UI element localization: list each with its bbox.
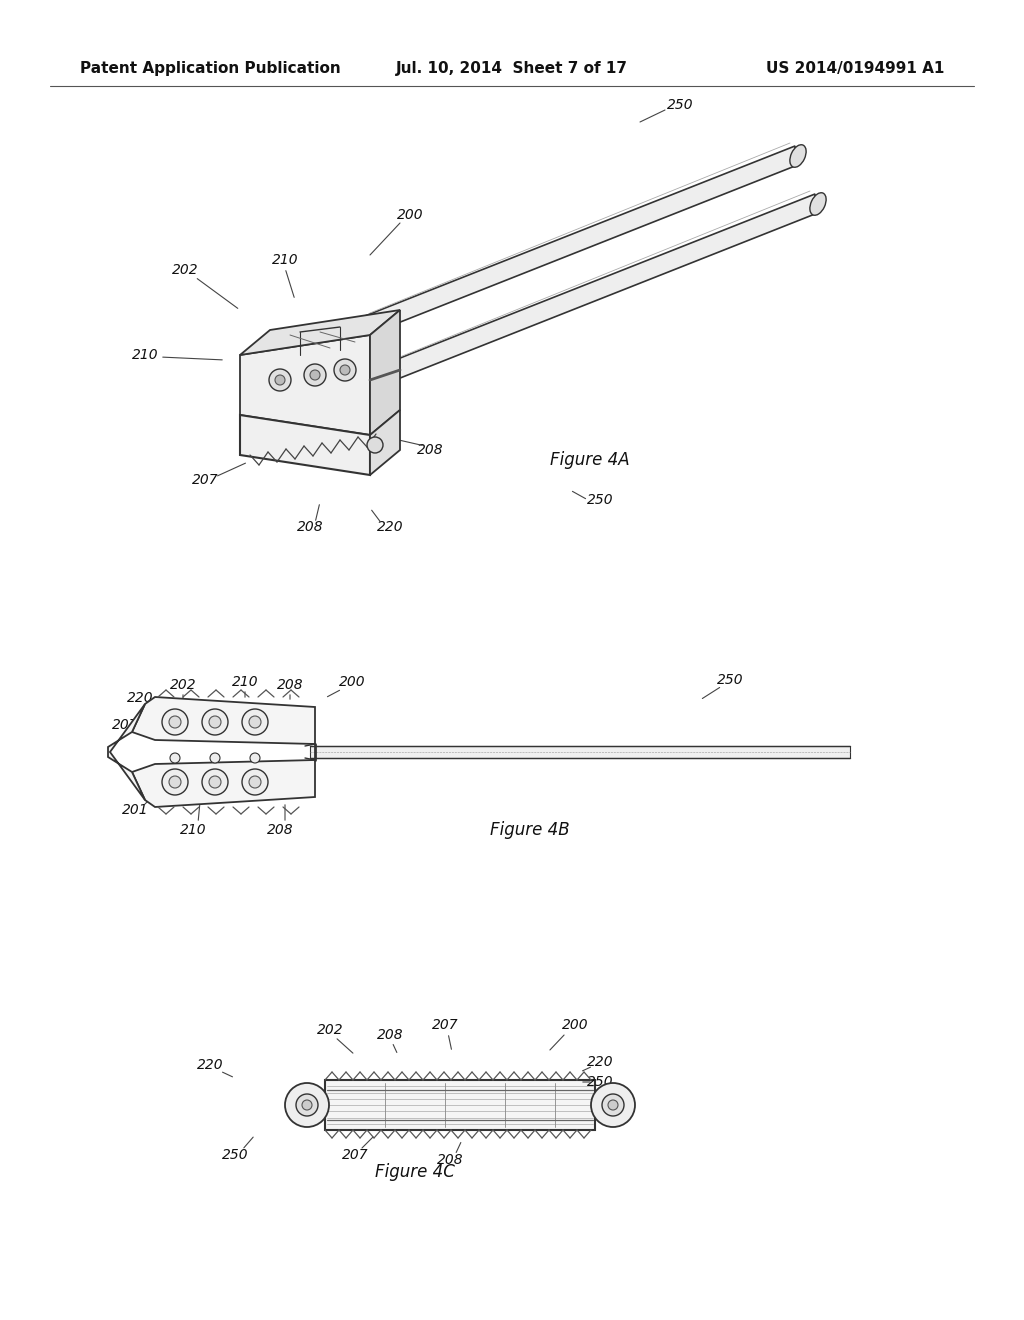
Text: 208: 208 [436,1152,463,1167]
Polygon shape [385,194,815,384]
Circle shape [170,752,180,763]
Polygon shape [365,147,795,337]
Text: 220: 220 [127,690,154,705]
Circle shape [242,770,268,795]
Text: 200: 200 [562,1018,589,1032]
Circle shape [202,709,228,735]
Text: 202: 202 [316,1023,343,1038]
Text: 220: 220 [587,1055,613,1069]
Text: 208: 208 [266,822,293,837]
Circle shape [334,359,356,381]
Polygon shape [108,704,145,800]
Text: 210: 210 [231,675,258,689]
Text: 250: 250 [221,1148,248,1162]
Circle shape [209,715,221,729]
Circle shape [296,1094,318,1115]
Circle shape [602,1094,624,1115]
Polygon shape [310,746,850,758]
Ellipse shape [810,193,826,215]
Text: 202: 202 [172,263,199,277]
Text: 201: 201 [122,803,148,817]
Text: 208: 208 [377,1028,403,1041]
Circle shape [275,375,285,385]
Text: Jul. 10, 2014  Sheet 7 of 17: Jul. 10, 2014 Sheet 7 of 17 [396,61,628,75]
Ellipse shape [790,145,806,168]
Text: 250: 250 [717,673,743,686]
Text: 250: 250 [667,98,693,112]
Circle shape [269,370,291,391]
Circle shape [285,1082,329,1127]
Circle shape [302,1100,312,1110]
Circle shape [169,776,181,788]
Text: 207: 207 [342,1148,369,1162]
Circle shape [340,366,350,375]
Circle shape [202,770,228,795]
Text: 210: 210 [271,253,298,267]
Text: 210: 210 [179,822,206,837]
Circle shape [162,709,188,735]
Polygon shape [325,1080,595,1130]
Polygon shape [132,697,315,744]
Circle shape [249,715,261,729]
Polygon shape [240,310,400,355]
Text: 208: 208 [297,520,324,535]
Polygon shape [240,414,370,475]
Text: Figure 4C: Figure 4C [375,1163,455,1181]
Text: Figure 4B: Figure 4B [490,821,569,840]
Polygon shape [370,411,400,475]
Text: 202: 202 [170,678,197,692]
Circle shape [242,709,268,735]
Text: 207: 207 [191,473,218,487]
Polygon shape [240,335,370,436]
Circle shape [304,364,326,385]
Circle shape [169,715,181,729]
Circle shape [249,776,261,788]
Circle shape [250,752,260,763]
Text: 207: 207 [432,1018,459,1032]
Text: 208: 208 [417,444,443,457]
Text: 210: 210 [132,348,159,362]
Circle shape [591,1082,635,1127]
Circle shape [209,776,221,788]
Text: 250: 250 [587,492,613,507]
Circle shape [310,370,319,380]
Circle shape [608,1100,618,1110]
Text: Figure 4A: Figure 4A [550,451,630,469]
Circle shape [367,437,383,453]
Text: US 2014/0194991 A1: US 2014/0194991 A1 [766,61,944,75]
Text: Patent Application Publication: Patent Application Publication [80,61,341,75]
Polygon shape [132,760,315,807]
Text: 250: 250 [587,1074,613,1089]
Text: 200: 200 [339,675,366,689]
Text: 220: 220 [377,520,403,535]
Text: 220: 220 [197,1059,223,1072]
Text: 207: 207 [112,718,138,733]
Text: 208: 208 [276,678,303,692]
Circle shape [210,752,220,763]
Text: 200: 200 [396,209,423,222]
Polygon shape [370,310,400,436]
Circle shape [162,770,188,795]
